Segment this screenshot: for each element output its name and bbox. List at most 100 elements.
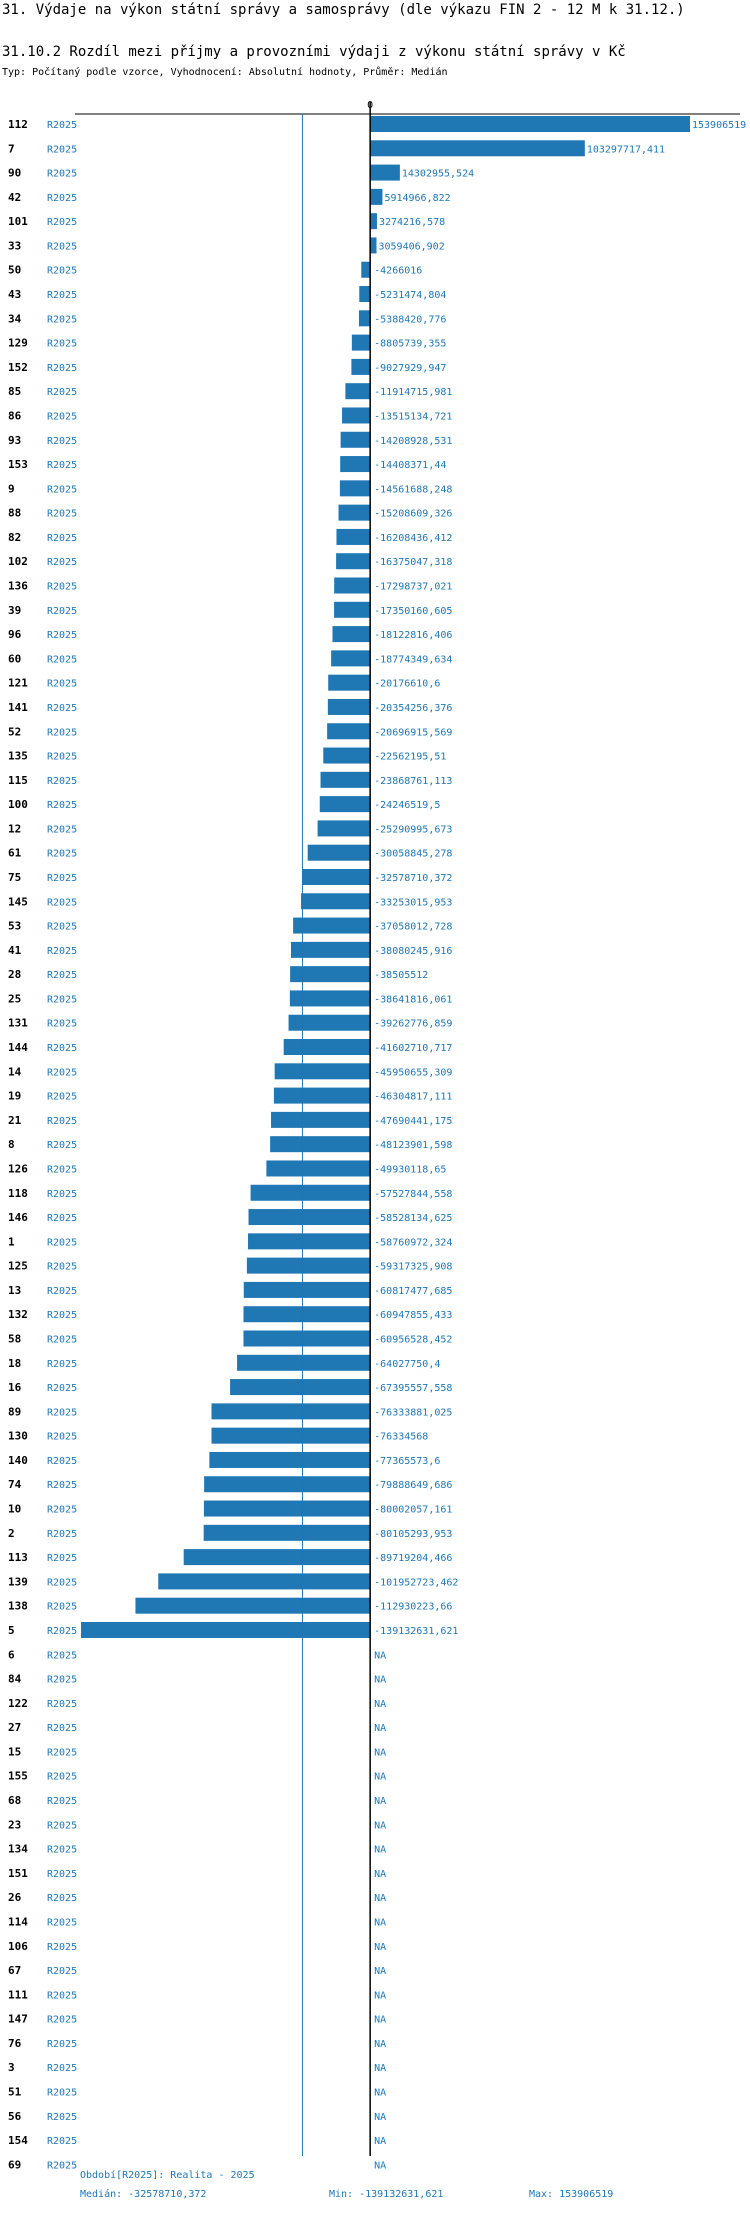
bar-value-label: -59317325,908 <box>374 1262 452 1273</box>
bar <box>290 966 371 983</box>
row-period-label: R2025 <box>47 630 77 641</box>
row-period-label: R2025 <box>47 1650 77 1661</box>
row-code-label: 141 <box>8 701 28 714</box>
row-period-label: R2025 <box>47 2160 77 2171</box>
bar <box>358 310 371 327</box>
bar-row: 84 R2025 NA <box>8 1673 386 1686</box>
row-period-label: R2025 <box>47 363 77 374</box>
row-period-label: R2025 <box>47 1116 77 1127</box>
row-code-label: 96 <box>8 628 22 641</box>
row-code-label: 89 <box>8 1405 21 1418</box>
bar-value-label: NA <box>374 2087 386 2098</box>
row-period-label: R2025 <box>47 800 77 811</box>
row-code-label: 25 <box>8 992 21 1005</box>
bar <box>248 1233 371 1250</box>
bar-row: 19 R2025 -46304817,111 <box>8 1087 452 1104</box>
row-code-label: 84 <box>8 1673 22 1686</box>
bar-value-label: -58528134,625 <box>374 1213 452 1224</box>
bar <box>359 286 371 303</box>
row-period-label: R2025 <box>47 1480 77 1491</box>
bar-value-label: 5914966,822 <box>384 193 450 204</box>
bar-row: 42 R2025 5914966,822 <box>8 188 451 205</box>
bar <box>338 504 371 521</box>
row-period-label: R2025 <box>47 824 77 835</box>
bar-value-label: -38641816,061 <box>374 994 452 1005</box>
row-period-label: R2025 <box>47 1723 77 1734</box>
row-period-label: R2025 <box>47 1383 77 1394</box>
bar-row: 6 R2025 NA <box>8 1648 386 1661</box>
bar-value-label: -5388420,776 <box>374 314 446 325</box>
row-code-label: 152 <box>8 361 28 374</box>
row-code-label: 106 <box>8 1940 28 1953</box>
row-period-label: R2025 <box>47 582 77 593</box>
bar-value-label: -5231474,804 <box>374 290 446 301</box>
bar-row: 140 R2025 -77365573,6 <box>8 1451 440 1468</box>
bar-row: 125 R2025 -59317325,908 <box>8 1257 452 1274</box>
row-period-label: R2025 <box>47 2087 77 2098</box>
bar <box>237 1354 371 1371</box>
row-code-label: 112 <box>8 118 28 131</box>
bar-value-label: -18774349,634 <box>374 654 452 665</box>
row-period-label: R2025 <box>47 994 77 1005</box>
row-code-label: 132 <box>8 1308 28 1321</box>
row-code-label: 145 <box>8 895 28 908</box>
row-period-label: R2025 <box>47 606 77 617</box>
bar-value-label: -67395557,558 <box>374 1383 452 1394</box>
row-period-label: R2025 <box>47 1140 77 1151</box>
row-code-label: 26 <box>8 1891 22 1904</box>
bar-value-label: NA <box>374 1893 386 1904</box>
bar-value-label: -25290995,673 <box>374 824 452 835</box>
zero-tick-label: 0 <box>367 100 373 111</box>
row-period-label: R2025 <box>47 970 77 981</box>
bar <box>230 1379 371 1396</box>
row-period-label: R2025 <box>47 533 77 544</box>
row-period-label: R2025 <box>47 703 77 714</box>
bar-row: 27 R2025 NA <box>8 1721 386 1734</box>
bar <box>283 1039 371 1056</box>
bar-row: 131 R2025 -39262776,859 <box>8 1014 452 1031</box>
bar-row: 69 R2025 NA <box>8 2158 386 2171</box>
bar-value-label: NA <box>374 1796 386 1807</box>
row-code-label: 14 <box>8 1065 22 1078</box>
row-code-label: 39 <box>8 604 21 617</box>
bar <box>370 188 383 205</box>
bar-row: 93 R2025 -14208928,531 <box>8 431 452 448</box>
bar <box>250 1184 371 1201</box>
row-code-label: 75 <box>8 871 21 884</box>
row-code-label: 34 <box>8 312 22 325</box>
bar-value-label: NA <box>374 1990 386 2001</box>
bar <box>246 1257 371 1274</box>
bar <box>334 601 371 618</box>
bar-value-label: -23868761,113 <box>374 776 452 787</box>
bar-row: 122 R2025 NA <box>8 1697 386 1710</box>
bar <box>209 1451 371 1468</box>
bar-row: 10 R2025 -80002057,161 <box>8 1500 452 1517</box>
bar-row: 135 R2025 -22562195,51 <box>8 747 446 764</box>
bar-row: 18 R2025 -64027750,4 <box>8 1354 440 1371</box>
bar <box>273 1087 371 1104</box>
bar-value-label: -30058845,278 <box>374 849 452 860</box>
bar-value-label: -79888649,686 <box>374 1480 452 1491</box>
row-period-label: R2025 <box>47 752 77 763</box>
bar-value-label: -39262776,859 <box>374 1019 452 1030</box>
bar <box>243 1281 371 1298</box>
bar-row: 58 R2025 -60956528,452 <box>8 1330 452 1347</box>
row-code-label: 9 <box>8 482 15 495</box>
bar-row: 28 R2025 -38505512 <box>8 966 428 983</box>
bar-value-label: -16208436,412 <box>374 533 452 544</box>
bar-value-label: -17350160,605 <box>374 606 452 617</box>
row-period-label: R2025 <box>47 193 77 204</box>
bar-value-label: -77365573,6 <box>374 1456 440 1467</box>
bar-value-label: NA <box>374 1917 386 1928</box>
row-period-label: R2025 <box>47 727 77 738</box>
row-period-label: R2025 <box>47 387 77 398</box>
row-code-label: 28 <box>8 968 21 981</box>
bar-row: 16 R2025 -67395557,558 <box>8 1379 452 1396</box>
bar <box>332 626 371 643</box>
bar-value-label: NA <box>374 2039 386 2050</box>
bar-value-label: -47690441,175 <box>374 1116 452 1127</box>
row-period-label: R2025 <box>47 144 77 155</box>
row-period-label: R2025 <box>47 2063 77 2074</box>
row-period-label: R2025 <box>47 241 77 252</box>
footer-period: Období[R2025]: Realita - 2025 <box>80 2170 255 2181</box>
